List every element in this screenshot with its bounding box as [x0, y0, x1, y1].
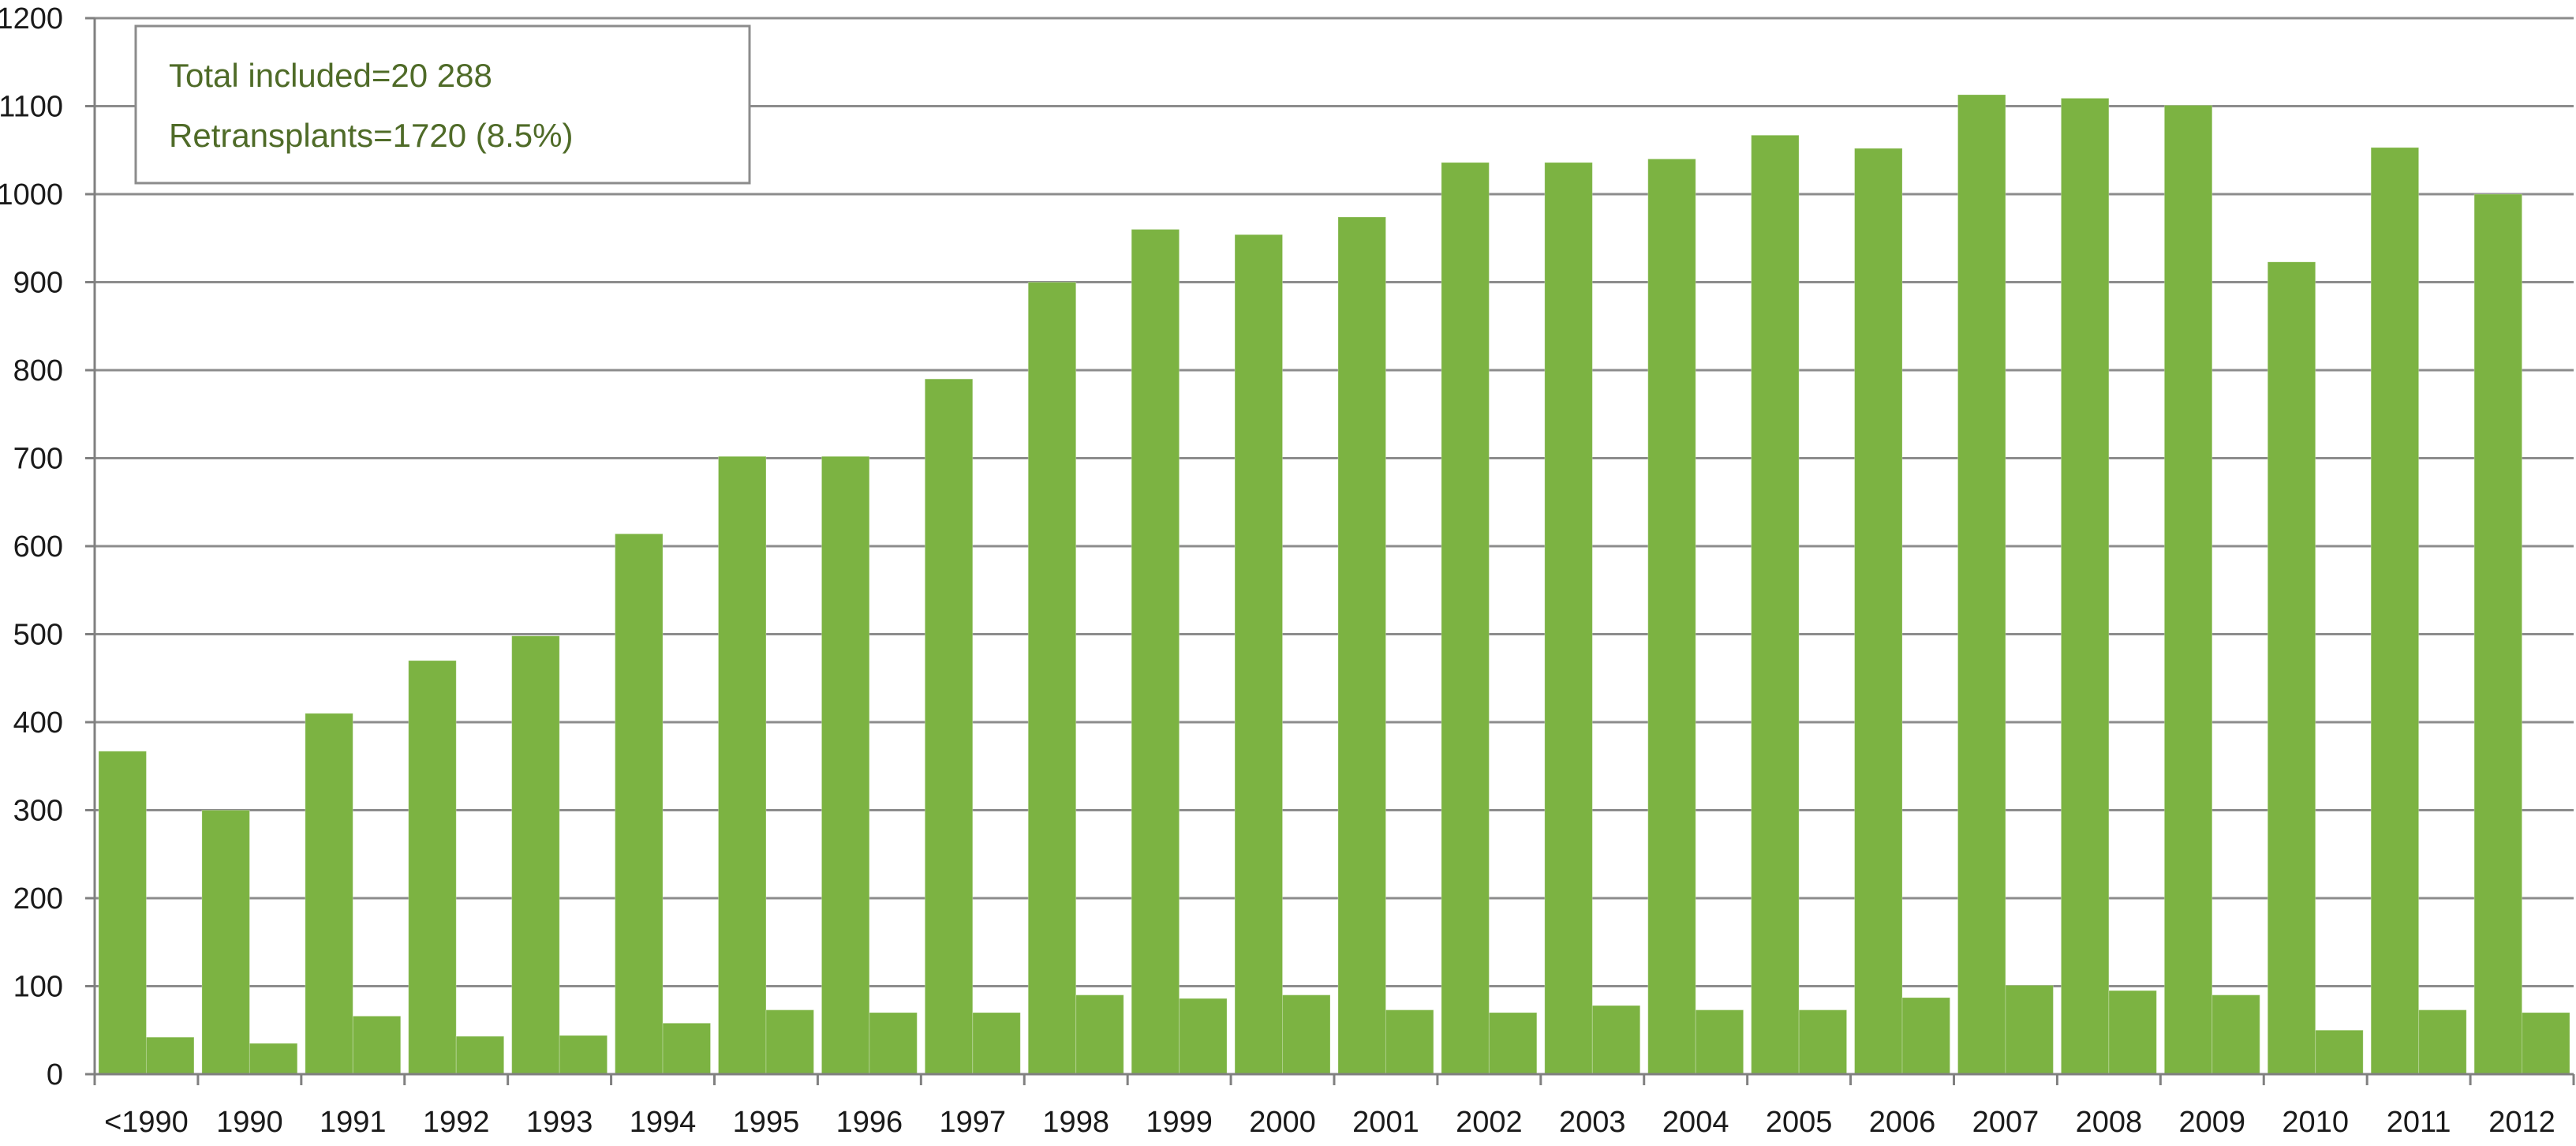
y-tick-label: 600	[13, 530, 63, 564]
x-tick-label: 2009	[2179, 1106, 2246, 1139]
y-tick-label: 1200	[0, 2, 63, 36]
bar-retransplants	[2315, 1029, 2364, 1075]
bar-retransplants	[455, 1036, 505, 1075]
bar-retransplants	[765, 1009, 814, 1075]
y-tick-label: 1100	[0, 91, 63, 124]
y-tick-label: 400	[13, 706, 63, 740]
y-tick-label: 800	[13, 354, 63, 388]
y-tick-label: 0	[47, 1058, 63, 1092]
x-tick-label: 2005	[1766, 1106, 1833, 1139]
x-tick-label: 2007	[1972, 1106, 2039, 1139]
bar-retransplants	[1075, 994, 1124, 1075]
bar-total	[98, 751, 147, 1075]
bar-total	[718, 455, 767, 1075]
bar-total	[511, 635, 560, 1075]
y-tick-label: 100	[13, 971, 63, 1004]
bar-total	[201, 810, 250, 1075]
x-tick-label: 2006	[1869, 1106, 1936, 1139]
bar-retransplants	[1282, 994, 1331, 1075]
x-tick-label: 1998	[1042, 1106, 1109, 1139]
bar-total	[1751, 134, 1800, 1075]
bar-total	[1337, 216, 1386, 1075]
bar-total	[924, 378, 974, 1075]
x-tick-label: 2000	[1249, 1106, 1316, 1139]
y-tick-label: 700	[13, 443, 63, 476]
bar-total	[1544, 162, 1593, 1075]
bar-total	[1131, 229, 1180, 1075]
bar-total	[408, 660, 457, 1075]
bar-total	[305, 713, 353, 1075]
x-tick-labels: <1990 1990 1991 1992 1993 1994 1995 1996 1997 199…	[104, 1106, 2555, 1139]
bar-total	[1957, 94, 2006, 1075]
x-tick-label: 1999	[1146, 1106, 1213, 1139]
x-tick-label: 1992	[423, 1106, 490, 1139]
y-tick-labels: 0 100 200 300 400 500 600 700 800 900 1000 1100 1200	[0, 2, 63, 1092]
bar-total	[2060, 97, 2110, 1075]
bar-retransplants	[145, 1036, 195, 1075]
bar-total	[1234, 234, 1284, 1075]
x-tick-label: 2008	[2076, 1106, 2143, 1139]
x-tick-label: 2001	[1352, 1106, 1419, 1139]
x-tick-label: 1991	[320, 1106, 387, 1139]
bar-retransplants	[1798, 1009, 1848, 1075]
y-tick-label: 500	[13, 619, 63, 652]
bar-retransplants	[559, 1035, 608, 1075]
bar-total	[615, 533, 664, 1075]
annotation-retransplants-text: Retransplants=1720 (8.5%)	[169, 117, 573, 154]
bar-retransplants	[1591, 1005, 1641, 1075]
bars	[98, 94, 2570, 1075]
bar-retransplants	[869, 1012, 918, 1075]
bar-total	[821, 455, 870, 1075]
x-tick-label: 2011	[2387, 1106, 2451, 1139]
bar-total	[2267, 261, 2316, 1075]
bar-total	[1854, 148, 1903, 1075]
y-tick-label: 900	[13, 267, 63, 300]
bar-total	[1441, 162, 1490, 1075]
annotation-border	[134, 24, 751, 185]
bar-retransplants	[1488, 1012, 1538, 1075]
bar-retransplants	[2108, 990, 2157, 1075]
bar-total	[2163, 104, 2213, 1075]
bar-retransplants	[2418, 1009, 2467, 1075]
bar-retransplants	[249, 1043, 298, 1075]
x-tick-label: 1993	[526, 1106, 593, 1139]
bar-retransplants	[2211, 994, 2260, 1075]
bar-retransplants	[662, 1022, 712, 1075]
y-tick-label: 200	[13, 882, 63, 916]
bar-retransplants	[1901, 997, 1951, 1075]
x-tick-label: 1990	[216, 1106, 283, 1139]
bar-total	[2370, 147, 2420, 1075]
x-tick-label: 1997	[940, 1106, 1007, 1139]
x-tick-label: 1994	[630, 1106, 697, 1139]
annotation-box: Total included=20 288 Retransplants=1720…	[134, 24, 751, 185]
bar-retransplants	[2005, 984, 2054, 1075]
y-tick-label: 300	[13, 795, 63, 828]
bar-retransplants	[2522, 1012, 2570, 1075]
x-tick-label: 2004	[1662, 1106, 1729, 1139]
x-tick-label: 2002	[1456, 1106, 1523, 1139]
x-tick-label: 1996	[836, 1106, 903, 1139]
bar-retransplants	[1385, 1009, 1434, 1075]
bar-total	[1027, 282, 1077, 1075]
y-tick-label: 1000	[0, 178, 63, 212]
bar-total	[1647, 158, 1696, 1075]
bar-total	[2473, 193, 2523, 1075]
x-tick-label: 2010	[2282, 1106, 2349, 1139]
bar-retransplants	[972, 1012, 1021, 1075]
bar-retransplants	[352, 1015, 402, 1075]
x-tick-label: <1990	[104, 1106, 189, 1139]
axes	[85, 17, 2575, 1085]
x-tick-label: 2012	[2488, 1106, 2555, 1139]
x-tick-label: 1995	[733, 1106, 800, 1139]
bar-retransplants	[1695, 1009, 1744, 1075]
x-tick-label: 2003	[1559, 1106, 1626, 1139]
annotation-total-text: Total included=20 288	[169, 57, 492, 94]
bar-retransplants	[1179, 998, 1228, 1075]
